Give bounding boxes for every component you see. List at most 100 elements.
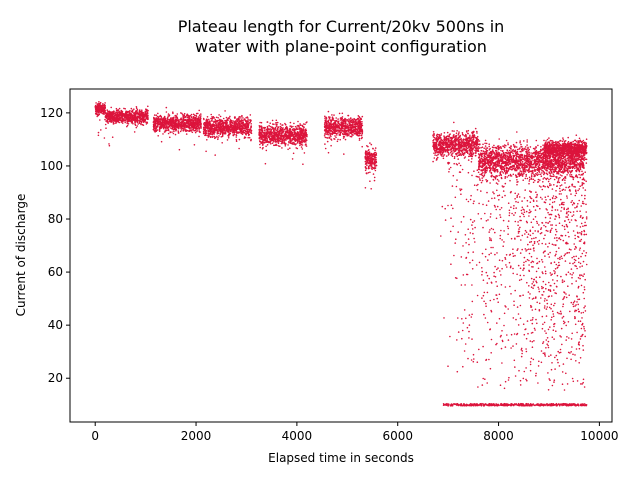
data-point <box>194 123 196 125</box>
data-point <box>138 111 141 113</box>
data-point <box>96 113 99 116</box>
data-point <box>370 156 373 158</box>
data-point <box>343 124 345 127</box>
data-point <box>357 130 360 133</box>
data-point <box>300 128 303 130</box>
data-point <box>239 130 241 133</box>
data-point <box>242 121 244 123</box>
data-point <box>358 119 361 121</box>
data-point <box>227 135 230 137</box>
data-point <box>190 127 193 129</box>
data-point <box>147 105 149 108</box>
data-point <box>360 130 363 132</box>
data-point <box>329 133 331 135</box>
data-point <box>250 123 252 125</box>
data-point <box>237 127 240 129</box>
data-point <box>299 136 301 138</box>
data-point <box>375 151 377 154</box>
data-point <box>333 138 335 140</box>
data-point <box>443 132 446 134</box>
data-point <box>196 119 198 121</box>
data-point <box>96 115 98 118</box>
data-point <box>368 158 370 161</box>
data-point <box>432 131 435 133</box>
data-point <box>194 116 196 119</box>
data-point <box>275 119 278 122</box>
data-point <box>112 111 114 113</box>
data-point <box>274 139 277 142</box>
data-point <box>331 133 333 136</box>
data-point <box>264 137 266 139</box>
data-point <box>162 126 165 129</box>
data-point <box>325 119 327 122</box>
data-point <box>236 120 238 123</box>
data-point <box>180 118 183 121</box>
data-point <box>97 131 100 134</box>
data-point <box>330 135 332 138</box>
data-point <box>266 141 268 143</box>
data-point <box>130 116 133 118</box>
data-point <box>214 126 216 129</box>
data-point <box>207 123 210 125</box>
data-point <box>168 115 170 117</box>
data-point <box>442 157 445 160</box>
data-point <box>338 130 341 133</box>
data-point <box>228 131 230 134</box>
data-point <box>300 140 303 143</box>
data-point <box>285 125 288 128</box>
data-point <box>158 115 160 118</box>
data-point <box>367 156 370 159</box>
data-point <box>178 148 181 151</box>
data-point <box>192 113 195 116</box>
data-point <box>188 120 190 123</box>
data-point <box>152 123 155 125</box>
data-point <box>326 137 329 139</box>
data-point <box>301 129 303 132</box>
data-point <box>277 142 280 145</box>
data-point <box>445 155 448 157</box>
data-point <box>212 127 215 130</box>
data-point <box>442 150 444 153</box>
data-point <box>294 138 297 140</box>
data-point <box>224 127 227 130</box>
data-point <box>339 134 342 136</box>
data-point <box>105 127 107 129</box>
data-point <box>134 111 136 114</box>
data-point <box>222 117 225 120</box>
data-point <box>348 126 350 129</box>
data-point <box>241 128 244 130</box>
data-point <box>142 111 145 114</box>
data-point <box>245 130 247 133</box>
data-point <box>206 128 209 130</box>
data-point <box>240 124 242 127</box>
data-point <box>345 132 348 135</box>
data-point <box>140 112 143 115</box>
data-point <box>457 146 460 148</box>
data-point <box>224 120 227 122</box>
data-point <box>104 102 106 104</box>
data-point <box>280 136 282 139</box>
data-point <box>287 130 289 132</box>
data-point <box>263 141 266 144</box>
data-point <box>475 145 478 147</box>
data-point <box>154 124 157 127</box>
data-point <box>280 134 283 136</box>
data-point <box>335 117 338 119</box>
data-point <box>329 119 332 122</box>
data-point <box>142 124 145 126</box>
data-point <box>346 127 349 129</box>
data-point <box>131 118 134 121</box>
data-point <box>132 116 134 118</box>
data-point <box>223 122 225 124</box>
data-point <box>285 135 287 137</box>
data-point <box>305 129 308 132</box>
data-point <box>279 123 282 125</box>
data-point <box>235 119 238 121</box>
data-point <box>285 131 287 134</box>
data-point <box>115 113 118 116</box>
data-point <box>258 126 261 128</box>
data-point <box>246 116 249 119</box>
data-point <box>262 146 264 149</box>
data-point <box>190 129 192 131</box>
data-point <box>136 121 139 124</box>
